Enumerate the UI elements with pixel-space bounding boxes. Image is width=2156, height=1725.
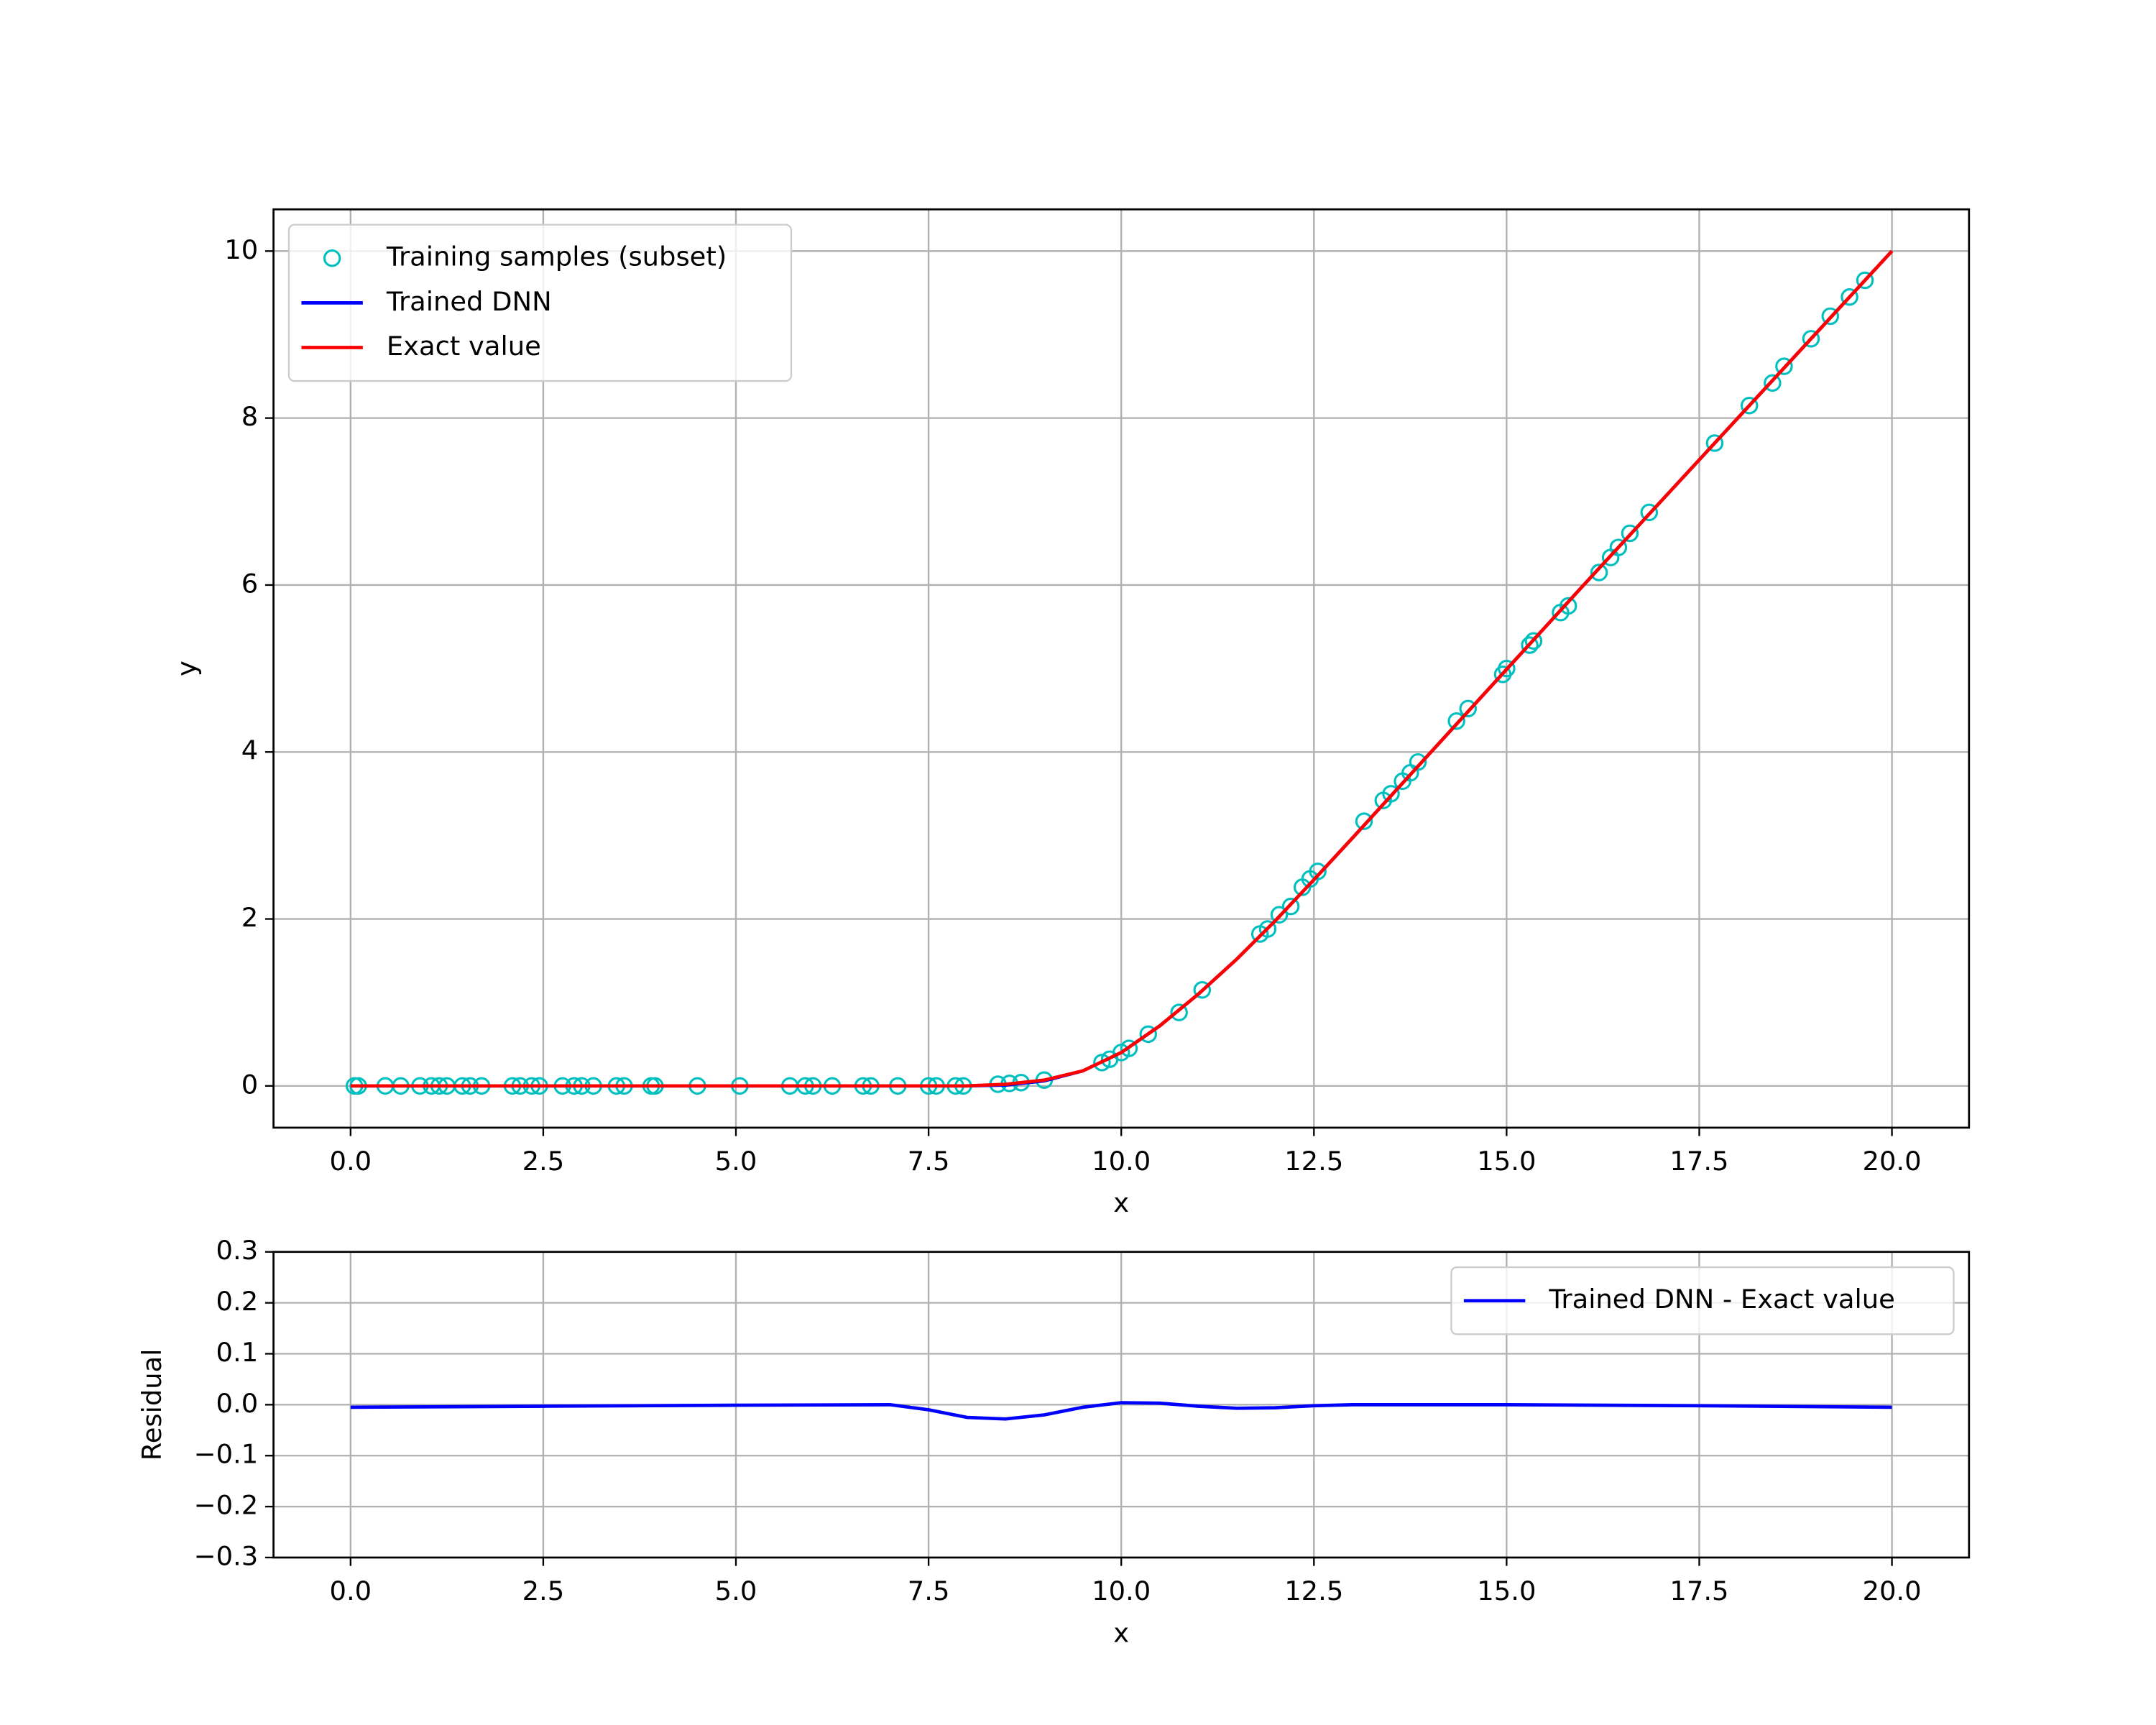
sample-point: [1459, 699, 1477, 718]
sample-point: [1856, 271, 1874, 290]
y-tick-label: 0.2: [216, 1286, 259, 1317]
x-tick-label: 20.0: [1863, 1576, 1922, 1606]
sample-point: [1609, 538, 1628, 556]
y-tick-label: 0.0: [216, 1388, 259, 1419]
sample-point: [1841, 288, 1858, 306]
sample-point: [1559, 597, 1577, 615]
sample-point: [1740, 396, 1759, 415]
y-tick-label: 0.3: [216, 1235, 259, 1266]
sample-point: [1139, 1025, 1157, 1044]
legend-label: Exact value: [387, 331, 541, 362]
y-tick-label: 0: [241, 1069, 258, 1100]
x-tick-label: 5.0: [715, 1146, 757, 1177]
sample-point: [1705, 434, 1724, 452]
sample-point: [1524, 632, 1543, 650]
y-axis-label: Residual: [137, 1349, 167, 1461]
x-tick-label: 17.5: [1669, 1146, 1728, 1177]
y-tick-label: 8: [241, 401, 258, 432]
x-tick-label: 15.0: [1477, 1146, 1536, 1177]
series-line: [350, 249, 1894, 1088]
sample-point: [1802, 330, 1820, 348]
sample-point: [1309, 862, 1327, 880]
x-tick-label: 12.5: [1284, 1146, 1343, 1177]
sample-point: [1498, 659, 1516, 678]
x-tick-label: 5.0: [715, 1576, 757, 1606]
sample-point: [1170, 1003, 1188, 1021]
x-tick-label: 15.0: [1477, 1576, 1536, 1606]
sample-point: [1775, 357, 1793, 375]
legend-label: Trained DNN - Exact value: [1548, 1284, 1894, 1315]
series-line: [350, 1401, 1892, 1421]
legend-marker: [323, 249, 341, 267]
axes-frame: [272, 1251, 1971, 1559]
x-axis-label: x: [1113, 1617, 1129, 1648]
x-axis-label: x: [1113, 1187, 1129, 1218]
sample-point: [1764, 374, 1782, 392]
sample-point: [1258, 920, 1277, 938]
x-tick-label: 0.0: [329, 1146, 372, 1177]
sample-point: [1447, 712, 1465, 730]
y-tick-label: 4: [241, 735, 258, 766]
y-tick-label: −0.2: [194, 1490, 259, 1521]
sample-point: [1281, 897, 1300, 916]
sample-point: [1621, 524, 1639, 543]
sample-point: [1640, 503, 1659, 522]
sample-point: [1120, 1039, 1138, 1057]
y-tick-label: 6: [241, 568, 258, 599]
x-tick-label: 0.0: [329, 1576, 372, 1606]
sample-point: [1355, 812, 1373, 830]
legend-label: Training samples (subset): [386, 242, 727, 272]
x-tick-label: 17.5: [1669, 1576, 1728, 1606]
x-tick-label: 7.5: [908, 1576, 950, 1606]
y-tick-label: −0.1: [194, 1439, 259, 1470]
sample-point: [1382, 785, 1400, 803]
x-tick-label: 20.0: [1863, 1146, 1922, 1177]
y-tick-label: 10: [224, 234, 258, 265]
x-tick-label: 7.5: [908, 1146, 950, 1177]
sample-point: [1193, 981, 1212, 999]
y-axis-label: y: [172, 661, 203, 676]
sample-point: [1590, 564, 1608, 581]
sample-point: [1521, 636, 1539, 654]
sample-point: [1093, 1054, 1111, 1072]
sample-point: [1270, 906, 1289, 924]
legend-box: [1450, 1266, 1955, 1335]
x-tick-label: 10.0: [1092, 1576, 1151, 1606]
y-tick-label: 0.1: [216, 1337, 259, 1368]
legend-box: [287, 224, 793, 382]
axes-frame: [272, 208, 1971, 1129]
sample-point: [1821, 307, 1840, 326]
x-tick-label: 2.5: [522, 1576, 565, 1606]
sample-point: [1409, 753, 1427, 771]
legend-label: Trained DNN: [386, 286, 552, 317]
x-tick-label: 10.0: [1092, 1146, 1151, 1177]
x-tick-label: 12.5: [1284, 1576, 1343, 1606]
y-tick-label: −0.3: [194, 1540, 259, 1571]
x-tick-label: 2.5: [522, 1146, 565, 1177]
y-tick-label: 2: [241, 902, 258, 933]
